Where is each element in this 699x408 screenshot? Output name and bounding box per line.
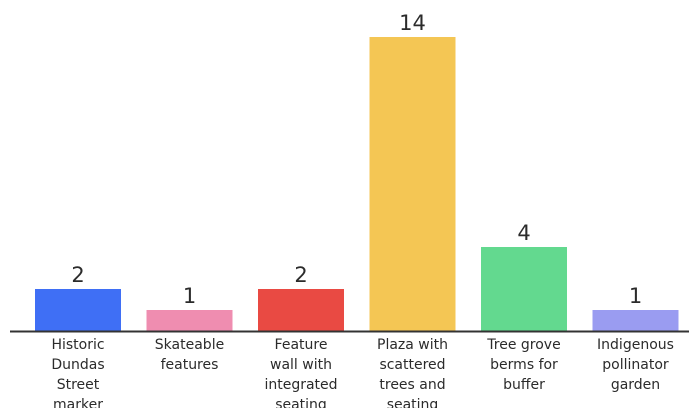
category-label-5: Tree grove berms for buffer: [486, 337, 560, 393]
category-label-line: seating: [387, 397, 439, 408]
value-label-3: 2: [294, 263, 307, 287]
category-label-3: Feature wall with integrated seating: [264, 337, 337, 408]
bar-1: [35, 289, 121, 331]
bar-3: [258, 289, 344, 331]
bar-4: [369, 37, 456, 331]
category-label-line: berms for: [490, 357, 558, 373]
category-label-line: buffer: [503, 377, 545, 393]
category-label-4: Plaza with scattered trees and seating: [377, 337, 448, 408]
bar-5: [481, 247, 567, 331]
bar-2: [146, 310, 233, 331]
category-label-line: seating: [275, 397, 327, 408]
category-label-6: Indigenous pollinator garden: [597, 337, 674, 393]
category-label-line: Plaza with: [377, 337, 448, 353]
value-label-2: 1: [183, 284, 196, 308]
category-label-1: Historic Dundas Street marker: [51, 337, 104, 408]
category-label-line: Historic: [51, 337, 104, 353]
category-label-line: Tree grove: [486, 337, 560, 353]
category-label-line: garden: [611, 377, 660, 393]
category-label-line: pollinator: [602, 357, 669, 373]
category-label-2: Skateable features: [155, 337, 224, 373]
value-label-1: 2: [71, 263, 84, 287]
category-label-line: Dundas: [51, 357, 104, 373]
category-label-line: wall with: [270, 357, 332, 373]
category-label-line: features: [161, 357, 219, 373]
category-label-line: scattered: [379, 357, 445, 373]
category-label-line: Street: [57, 377, 100, 393]
category-label-line: Indigenous: [597, 337, 674, 353]
value-label-6: 1: [629, 284, 642, 308]
category-label-line: Feature: [275, 337, 328, 353]
category-label-line: trees and: [379, 377, 445, 393]
category-label-line: Skateable: [155, 337, 224, 353]
value-label-5: 4: [517, 221, 530, 245]
bar-6: [592, 310, 679, 331]
value-label-4: 14: [399, 11, 426, 35]
category-label-line: integrated: [264, 377, 337, 393]
category-label-line: marker: [53, 397, 103, 408]
